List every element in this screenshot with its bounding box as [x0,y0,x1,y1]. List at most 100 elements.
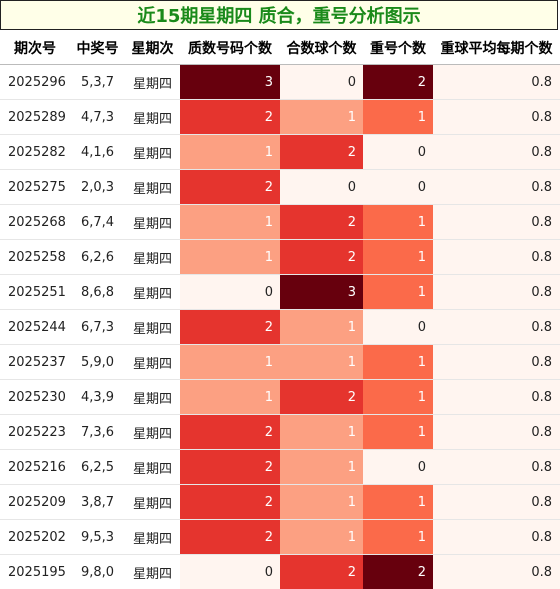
repeat-count-cell: 2 [363,555,433,589]
avg-repeat-cell: 0.8 [433,380,560,415]
weekday-cell: 星期四 [125,555,180,589]
winning-digits-cell: 4,3,9 [70,380,125,415]
composite-count-cell: 1 [280,485,363,520]
composite-count-cell: 1 [280,345,363,380]
weekday-cell: 星期四 [125,520,180,555]
repeat-count-cell: 0 [363,450,433,485]
composite-count-cell: 1 [280,520,363,555]
avg-repeat-cell: 0.8 [433,135,560,170]
repeat-count-cell: 1 [363,205,433,240]
repeat-count-cell: 0 [363,170,433,205]
repeat-count-cell: 1 [363,520,433,555]
winning-digits-cell: 7,3,6 [70,415,125,450]
composite-count-cell: 2 [280,205,363,240]
composite-count-cell: 1 [280,100,363,135]
period-cell: 2025216 [0,450,70,485]
period-cell: 2025237 [0,345,70,380]
composite-count-cell: 1 [280,310,363,345]
winning-digits-cell: 6,7,3 [70,310,125,345]
winning-digits-cell: 5,9,0 [70,345,125,380]
header-avg-repeat: 重球平均每期个数 [433,31,560,65]
prime-count-cell: 2 [180,170,280,205]
header-digits: 中奖号 [70,31,125,65]
avg-repeat-cell: 0.8 [433,240,560,275]
avg-repeat-cell: 0.8 [433,485,560,520]
composite-count-cell: 1 [280,415,363,450]
composite-count-cell: 0 [280,170,363,205]
period-cell: 2025258 [0,240,70,275]
prime-count-cell: 1 [180,345,280,380]
winning-digits-cell: 8,6,8 [70,275,125,310]
prime-count-cell: 3 [180,65,280,100]
weekday-cell: 星期四 [125,170,180,205]
header-composite-count: 合数球个数 [280,31,363,65]
prime-count-cell: 2 [180,310,280,345]
avg-repeat-cell: 0.8 [433,345,560,380]
avg-repeat-cell: 0.8 [433,65,560,100]
prime-count-cell: 1 [180,205,280,240]
period-cell: 2025282 [0,135,70,170]
repeat-count-cell: 0 [363,135,433,170]
weekday-cell: 星期四 [125,240,180,275]
prime-count-cell: 2 [180,100,280,135]
avg-repeat-cell: 0.8 [433,170,560,205]
repeat-count-cell: 1 [363,100,433,135]
repeat-count-cell: 1 [363,380,433,415]
repeat-count-cell: 1 [363,345,433,380]
weekday-cell: 星期四 [125,135,180,170]
avg-repeat-cell: 0.8 [433,275,560,310]
winning-digits-cell: 6,7,4 [70,205,125,240]
winning-digits-cell: 6,2,5 [70,450,125,485]
period-cell: 2025275 [0,170,70,205]
repeat-count-cell: 0 [363,310,433,345]
avg-repeat-cell: 0.8 [433,520,560,555]
winning-digits-cell: 9,5,3 [70,520,125,555]
avg-repeat-cell: 0.8 [433,205,560,240]
composite-count-cell: 1 [280,450,363,485]
prime-count-cell: 0 [180,555,280,589]
weekday-cell: 星期四 [125,380,180,415]
weekday-cell: 星期四 [125,275,180,310]
avg-repeat-cell: 0.8 [433,450,560,485]
winning-digits-cell: 5,3,7 [70,65,125,100]
winning-digits-cell: 2,0,3 [70,170,125,205]
header-period: 期次号 [0,31,70,65]
avg-repeat-cell: 0.8 [433,310,560,345]
period-cell: 2025268 [0,205,70,240]
period-cell: 2025195 [0,555,70,589]
repeat-count-cell: 1 [363,485,433,520]
composite-count-cell: 2 [280,240,363,275]
winning-digits-cell: 4,1,6 [70,135,125,170]
avg-repeat-cell: 0.8 [433,100,560,135]
avg-repeat-cell: 0.8 [433,555,560,589]
avg-repeat-cell: 0.8 [433,415,560,450]
winning-digits-cell: 3,8,7 [70,485,125,520]
weekday-cell: 星期四 [125,345,180,380]
period-cell: 2025230 [0,380,70,415]
period-cell: 2025209 [0,485,70,520]
period-cell: 2025296 [0,65,70,100]
weekday-cell: 星期四 [125,485,180,520]
repeat-count-cell: 1 [363,415,433,450]
winning-digits-cell: 9,8,0 [70,555,125,589]
repeat-count-cell: 1 [363,275,433,310]
period-cell: 2025202 [0,520,70,555]
header-prime-count: 质数号码个数 [180,31,280,65]
weekday-cell: 星期四 [125,310,180,345]
weekday-cell: 星期四 [125,100,180,135]
header-row: 期次号 中奖号 星期次 质数号码个数 合数球个数 重号个数 重球平均每期个数 [0,31,560,65]
composite-count-cell: 2 [280,555,363,589]
period-cell: 2025251 [0,275,70,310]
winning-digits-cell: 6,2,6 [70,240,125,275]
